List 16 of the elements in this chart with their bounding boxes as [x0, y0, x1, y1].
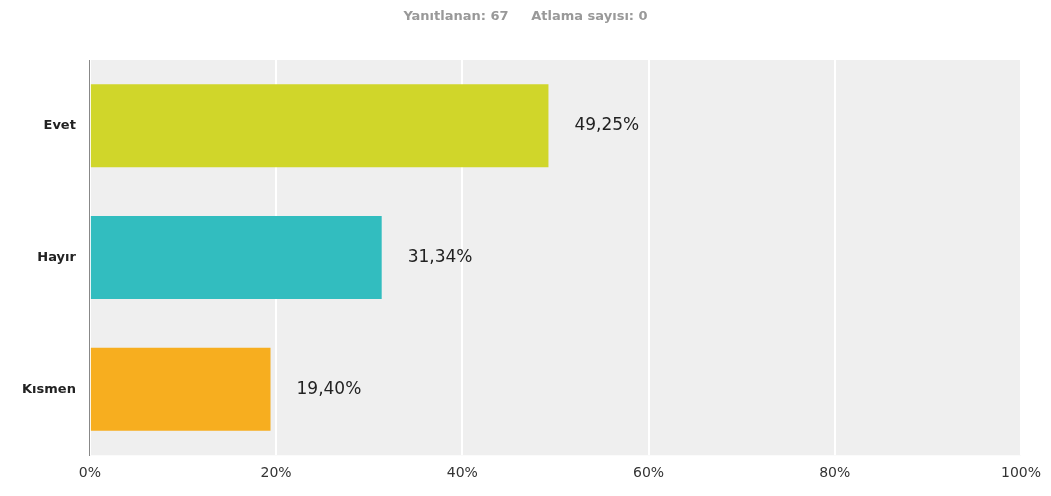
bar	[90, 347, 271, 431]
y-tick-label: Hayır	[37, 248, 77, 264]
x-tick-label: 20%	[260, 464, 292, 481]
x-tick-label: 100%	[1000, 464, 1041, 481]
bar	[90, 216, 382, 300]
x-tick-label: 40%	[446, 464, 478, 481]
data-label: 19,40%	[296, 377, 362, 398]
data-label: 31,34%	[407, 246, 473, 267]
y-tick-label: Kısmen	[21, 380, 76, 396]
y-tick-label: Evet	[43, 117, 76, 133]
bar	[90, 84, 549, 168]
chart-title: Yanıtlanan: 67 Atlama sayısı: 0	[402, 8, 649, 23]
x-tick-label: 80%	[819, 464, 851, 481]
data-label: 49,25%	[574, 114, 640, 135]
x-tick-label: 60%	[632, 464, 665, 481]
x-tick-label: 0%	[78, 464, 101, 481]
